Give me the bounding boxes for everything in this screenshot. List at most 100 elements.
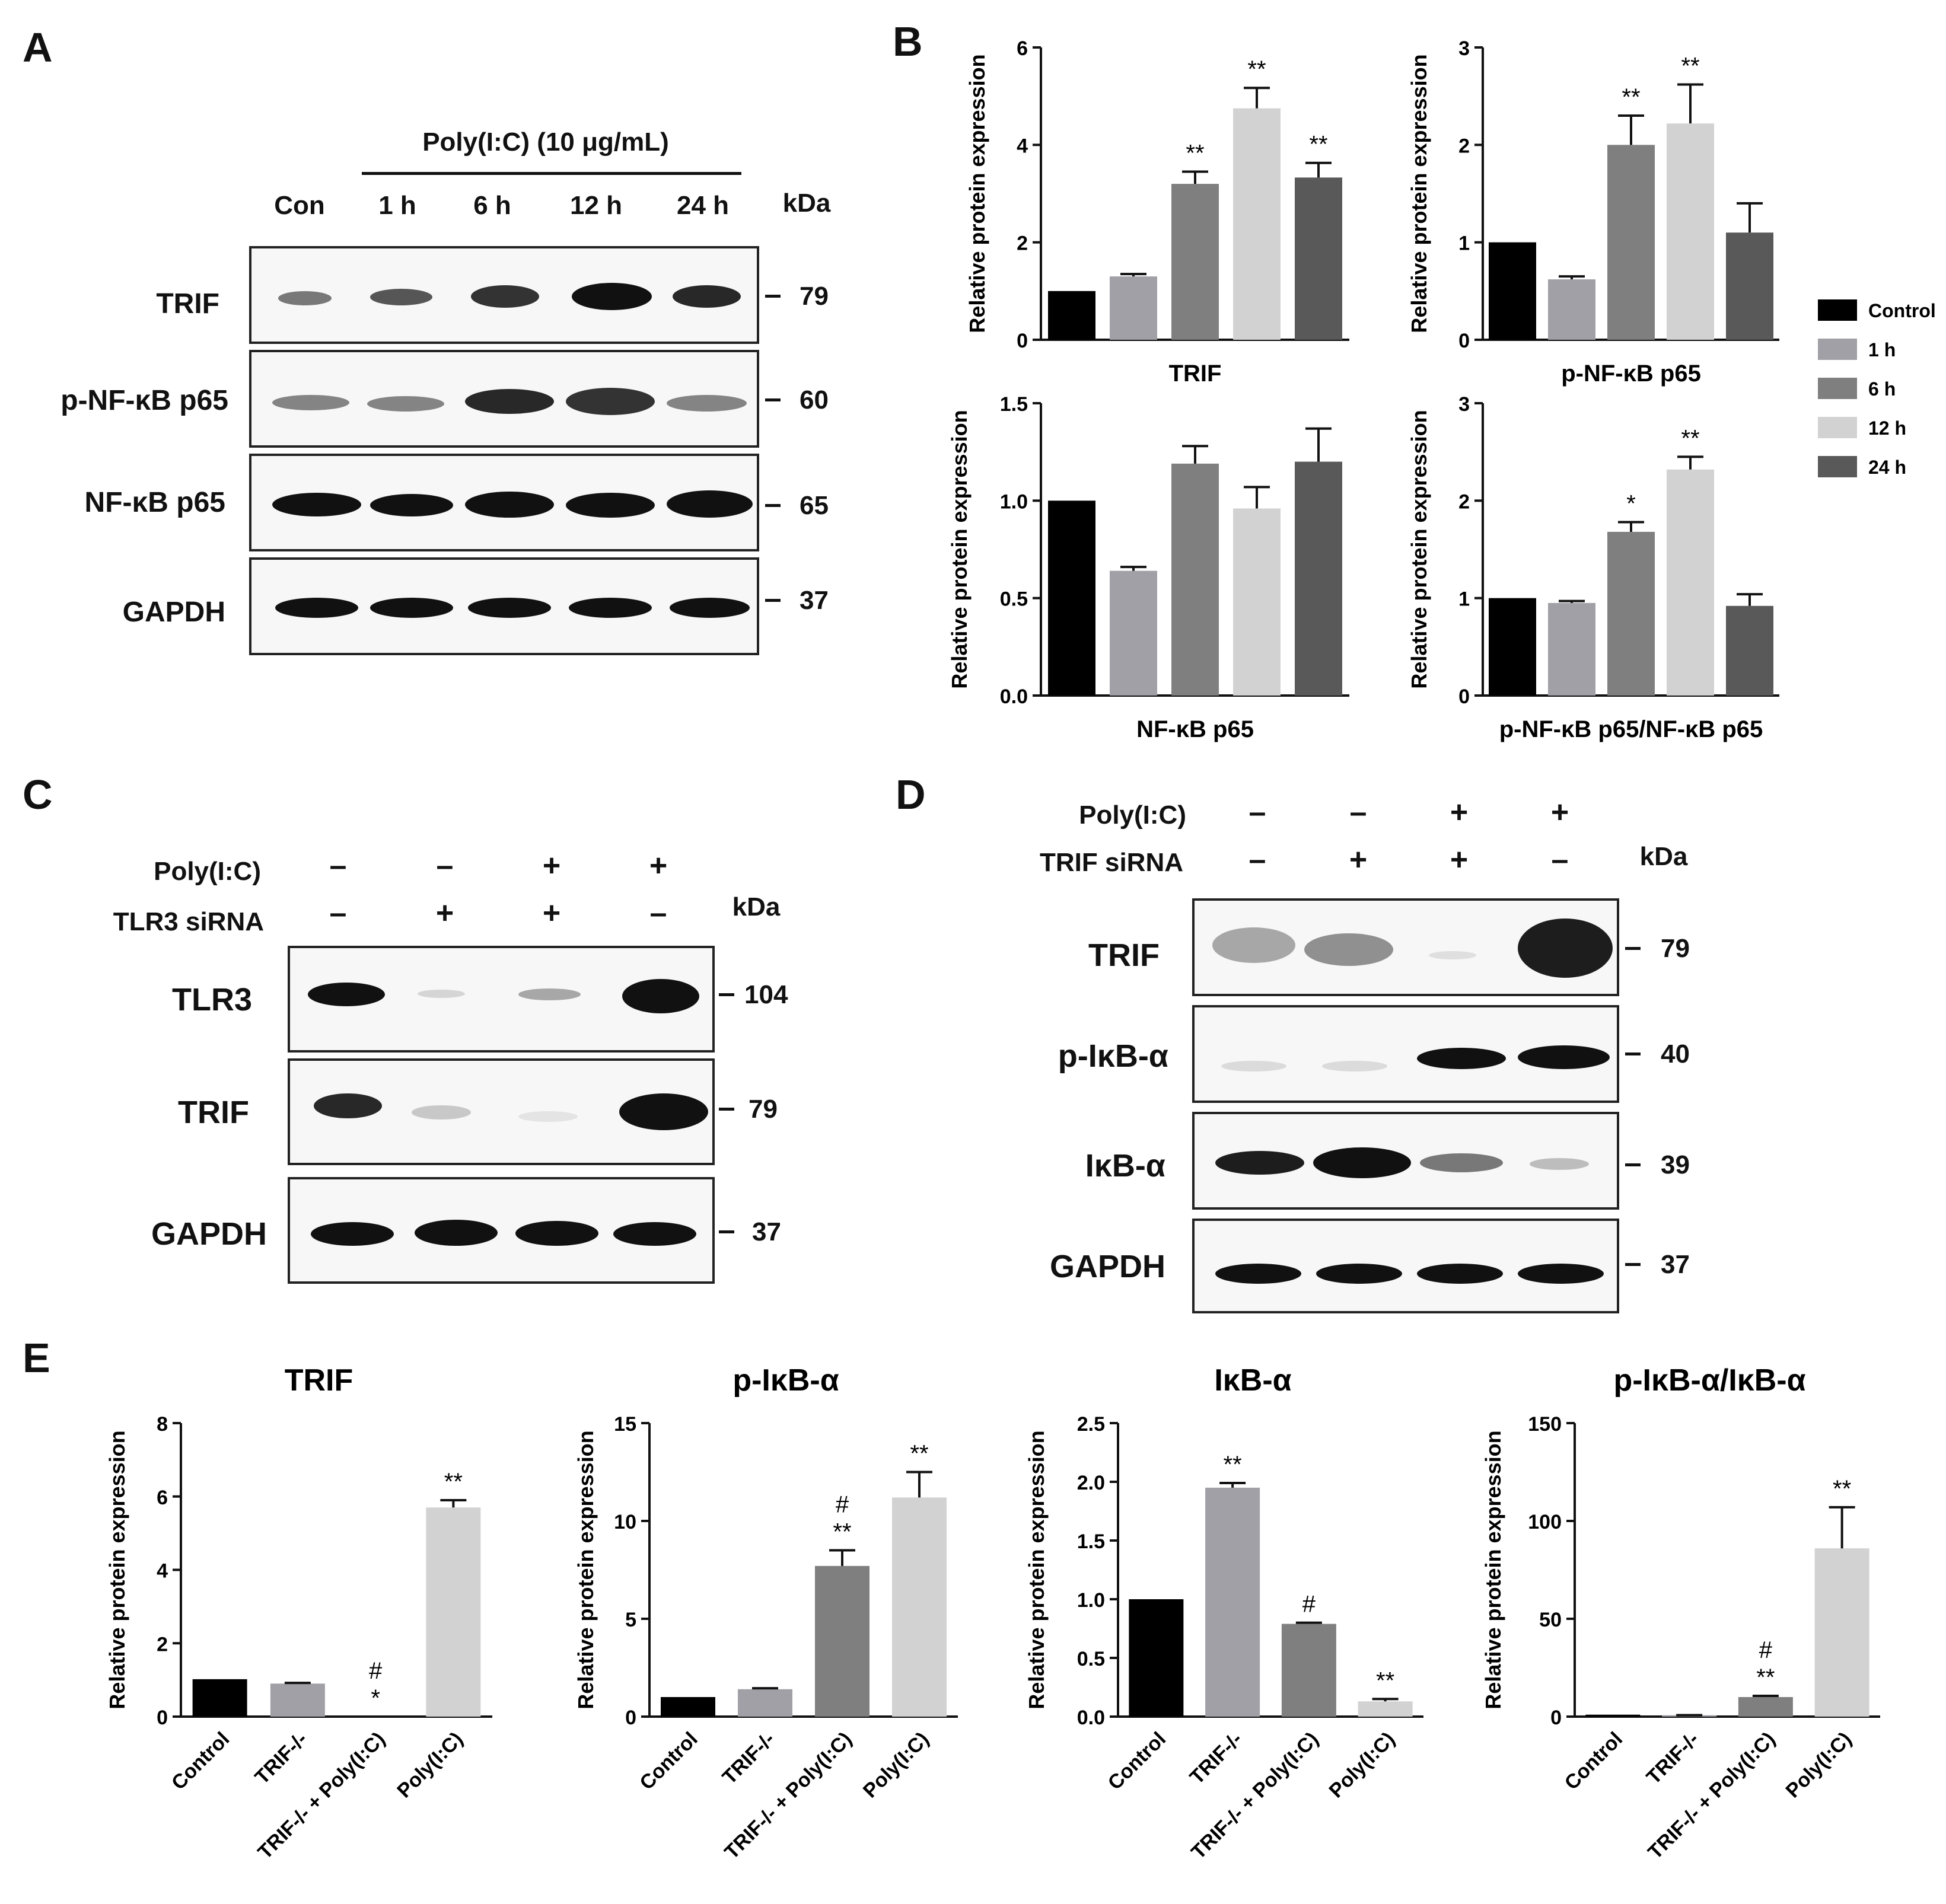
bar bbox=[1205, 1487, 1260, 1717]
marker-dash bbox=[719, 1230, 734, 1233]
panel-d-mw: 79 bbox=[1661, 934, 1690, 963]
legend-swatch bbox=[1818, 339, 1857, 360]
panel-d-cond2-label: TRIF siRNA bbox=[1040, 848, 1183, 877]
band bbox=[1518, 1045, 1610, 1069]
y-tick-label: 0.0 bbox=[1000, 685, 1028, 708]
panel-a-mw: 60 bbox=[800, 385, 829, 414]
band bbox=[468, 598, 551, 618]
band bbox=[1212, 927, 1295, 963]
panel-d-mw: 39 bbox=[1661, 1150, 1690, 1179]
bar bbox=[892, 1497, 947, 1717]
marker-dash bbox=[719, 993, 734, 996]
x-tick-label: TRIF-/- + Poly(I:C) bbox=[720, 1728, 856, 1864]
bar bbox=[1489, 242, 1536, 340]
y-axis-label: Relative protein expression bbox=[1024, 1430, 1049, 1709]
bar bbox=[1726, 605, 1773, 696]
panel-a-lane-24h: 24 h bbox=[676, 191, 730, 220]
marker-dash bbox=[765, 398, 781, 401]
band bbox=[515, 1221, 598, 1246]
band bbox=[1417, 1048, 1506, 1069]
legend-label: 6 h bbox=[1868, 378, 1896, 400]
panel-a-row-label: TRIF bbox=[156, 288, 219, 320]
bar bbox=[1233, 508, 1281, 696]
panel-d-blot-trif bbox=[1192, 898, 1619, 996]
bar bbox=[1129, 1599, 1184, 1717]
bar bbox=[1548, 279, 1595, 340]
panel-c-kda-label: kDa bbox=[732, 892, 781, 921]
band bbox=[1429, 951, 1476, 959]
panel-c-cond2-mark: + bbox=[435, 896, 454, 930]
band bbox=[1420, 1153, 1503, 1172]
panel-a-row-label: GAPDH bbox=[122, 597, 225, 628]
panel-d-cond2-mark: – bbox=[1551, 843, 1569, 877]
panel-c-cond2-mark: – bbox=[329, 896, 347, 930]
panel-a-blot-gapdh bbox=[249, 557, 759, 655]
bar bbox=[1295, 177, 1342, 340]
panel-d-cond2-mark: + bbox=[1450, 843, 1469, 877]
chart-title: IκB-α bbox=[1214, 1363, 1291, 1398]
panel-d-mw: 40 bbox=[1661, 1039, 1690, 1069]
band bbox=[415, 1220, 498, 1246]
panel-d-row-label: TRIF bbox=[1088, 937, 1160, 973]
y-tick-label: 2.5 bbox=[1077, 1413, 1105, 1436]
bar bbox=[1233, 108, 1281, 340]
band bbox=[518, 1111, 578, 1122]
panel-a-mw: 37 bbox=[800, 586, 829, 615]
y-axis-label: Relative protein expression bbox=[947, 410, 972, 688]
bar bbox=[1295, 461, 1342, 696]
panel-d-blot-gapdh bbox=[1192, 1219, 1619, 1313]
panel-c-cond2-label: TLR3 siRNA bbox=[113, 907, 264, 936]
bar bbox=[661, 1697, 715, 1717]
band bbox=[569, 598, 652, 618]
band bbox=[566, 493, 655, 518]
marker-dash bbox=[1625, 947, 1641, 950]
y-tick-label: 0 bbox=[157, 1707, 168, 1729]
bar bbox=[1607, 531, 1655, 696]
band bbox=[1322, 1061, 1387, 1071]
panel-a-lane-con: Con bbox=[274, 191, 325, 220]
significance-label: ** bbox=[1224, 1452, 1242, 1478]
x-tick-label: Control bbox=[635, 1728, 702, 1794]
y-axis-label: Relative protein expression bbox=[574, 1430, 598, 1709]
bar bbox=[1607, 145, 1655, 340]
panel-c-mw: 79 bbox=[749, 1095, 778, 1124]
bar bbox=[1814, 1548, 1869, 1717]
panel-d-row-label: IκB-α bbox=[1085, 1148, 1165, 1184]
panel-d-cond1-label: Poly(I:C) bbox=[1079, 800, 1186, 830]
y-tick-label: 0 bbox=[1017, 330, 1028, 352]
band bbox=[673, 285, 741, 308]
y-tick-label: 1.0 bbox=[1077, 1589, 1105, 1612]
bar bbox=[1667, 123, 1714, 340]
band bbox=[1215, 1151, 1304, 1175]
band bbox=[1518, 918, 1613, 978]
marker-dash bbox=[765, 599, 781, 602]
bar bbox=[270, 1683, 325, 1717]
legend-swatch bbox=[1818, 456, 1857, 477]
marker-dash bbox=[765, 504, 781, 507]
y-tick-label: 3 bbox=[1458, 393, 1470, 416]
band bbox=[1215, 1264, 1301, 1284]
x-tick-label: Control bbox=[1560, 1728, 1627, 1794]
panel-letter-a: A bbox=[23, 24, 53, 71]
legend-label: 12 h bbox=[1868, 417, 1906, 439]
panel-c-row-label: GAPDH bbox=[151, 1216, 267, 1252]
bar bbox=[1667, 469, 1714, 696]
band bbox=[465, 492, 554, 518]
band bbox=[518, 988, 581, 1000]
y-tick-label: 0.0 bbox=[1077, 1707, 1105, 1729]
bar bbox=[1738, 1697, 1793, 1717]
band bbox=[471, 285, 539, 308]
panel-d-mw: 37 bbox=[1661, 1250, 1690, 1279]
significance-label: ** bbox=[1309, 132, 1327, 158]
x-tick-label: Poly(I:C) bbox=[1782, 1728, 1856, 1803]
y-axis-label: Relative protein expression bbox=[1481, 1430, 1505, 1709]
panel-a-mw: 65 bbox=[800, 491, 829, 520]
x-tick-label: TRIF-/- + Poly(I:C) bbox=[1644, 1728, 1779, 1864]
bar bbox=[1585, 1714, 1641, 1717]
chart-title: p-IκB-α bbox=[732, 1363, 839, 1398]
bar bbox=[192, 1679, 247, 1717]
band bbox=[367, 396, 444, 412]
panel-a-blot-trif bbox=[249, 246, 759, 344]
